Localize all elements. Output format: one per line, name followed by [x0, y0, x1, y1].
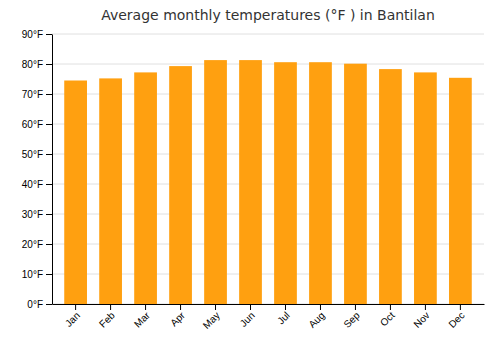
y-tick-label: 50°F: [22, 149, 43, 160]
y-tick: 50°F: [22, 149, 52, 160]
y-tick-label: 70°F: [22, 89, 43, 100]
bar: [449, 78, 472, 304]
x-tick: Sep: [341, 304, 362, 330]
y-tick-mark: [46, 94, 52, 95]
y-tick-label: 20°F: [22, 239, 43, 250]
y-tick-mark: [46, 124, 52, 125]
x-tick: May: [201, 304, 222, 331]
x-tick-mark: [320, 304, 321, 310]
x-axis-line: [53, 304, 485, 305]
y-tick-label: 30°F: [22, 209, 43, 220]
x-tick-label: Nov: [411, 310, 431, 330]
chart-svg: Jan Feb Mar Apr May Jun Jul Aug Sep Oct Nov Dec 0°F 1…: [0, 0, 500, 350]
x-tick-mark: [285, 304, 286, 310]
y-tick: 90°F: [22, 29, 52, 40]
x-tick-mark: [145, 304, 146, 310]
y-tick-label: 0°F: [27, 299, 43, 310]
y-tick: 70°F: [22, 89, 52, 100]
x-tick: Jun: [238, 304, 257, 329]
x-tick-label: Dec: [446, 310, 466, 330]
bar: [99, 78, 122, 304]
x-tick: Oct: [378, 304, 397, 328]
x-tick-mark: [390, 304, 391, 310]
y-tick-mark: [46, 214, 52, 215]
x-tick-label: Oct: [378, 310, 397, 329]
y-tick-mark: [46, 184, 52, 185]
x-tick: Apr: [168, 304, 187, 328]
bar: [274, 62, 297, 304]
y-tick-label: 40°F: [22, 179, 43, 190]
bar: [309, 62, 332, 304]
y-tick: 60°F: [22, 119, 52, 130]
y-tick: 30°F: [22, 209, 52, 220]
bar: [239, 60, 262, 304]
x-tick: Jan: [63, 304, 82, 329]
x-tick: Aug: [306, 304, 326, 330]
bar: [134, 72, 157, 304]
x-tick-mark: [460, 304, 461, 310]
y-tick-mark: [46, 154, 52, 155]
y-tick-label: 80°F: [22, 59, 43, 70]
grid: [52, 34, 484, 304]
x-tick-label: Aug: [306, 310, 326, 330]
x-tick-mark: [215, 304, 216, 310]
x-tick-mark: [75, 304, 76, 310]
bar: [169, 66, 192, 304]
x-tick: Nov: [411, 304, 431, 330]
y-tick-label: 10°F: [22, 269, 43, 280]
y-tick: 80°F: [22, 59, 52, 70]
y-axis: 0°F 10°F 20°F 30°F 40°F 50°F 60°F 70°F 80°F 90°F: [22, 29, 53, 310]
y-axis-line: [52, 35, 53, 305]
bar: [344, 64, 367, 304]
y-tick-mark: [46, 244, 52, 245]
y-tick: 20°F: [22, 239, 52, 250]
grid-line: [52, 34, 484, 35]
chart-container: Jan Feb Mar Apr May Jun Jul Aug Sep Oct Nov Dec 0°F 1…: [0, 0, 500, 350]
x-tick: Jul: [275, 304, 292, 326]
y-tick-mark: [46, 304, 52, 305]
x-tick-mark: [180, 304, 181, 310]
x-tick-label: Apr: [168, 309, 187, 328]
x-tick-mark: [425, 304, 426, 310]
x-tick-label: Jun: [238, 310, 257, 329]
bar: [414, 72, 437, 304]
x-tick-label: May: [201, 310, 222, 331]
y-tick-label: 60°F: [22, 119, 43, 130]
x-tick: Dec: [446, 304, 466, 330]
y-tick: 40°F: [22, 179, 52, 190]
x-tick-mark: [110, 304, 111, 310]
y-tick: 0°F: [27, 299, 52, 310]
plot-area: Jan Feb Mar Apr May Jun Jul Aug Sep Oct Nov Dec 0°F 1…: [22, 29, 485, 331]
grid-line: [52, 64, 484, 65]
x-tick: Mar: [132, 304, 152, 330]
y-tick: 10°F: [22, 269, 52, 280]
x-tick-label: Feb: [97, 309, 117, 329]
x-tick-mark: [250, 304, 251, 310]
bar: [64, 81, 87, 305]
bars: [64, 60, 472, 304]
bar: [379, 69, 402, 304]
y-tick-mark: [46, 274, 52, 275]
x-tick-label: Jan: [63, 310, 82, 329]
y-tick-mark: [46, 64, 52, 65]
x-tick-label: Sep: [341, 309, 362, 330]
y-tick-mark: [46, 34, 52, 35]
title: Average monthly temperatures (°F ) in Ba…: [101, 7, 435, 23]
x-tick-label: Mar: [132, 309, 152, 329]
x-tick-label: Jul: [275, 310, 292, 327]
x-tick-mark: [355, 304, 356, 310]
y-tick-label: 90°F: [22, 29, 43, 40]
x-axis: Jan Feb Mar Apr May Jun Jul Aug Sep Oct Nov Dec: [53, 304, 485, 331]
x-tick: Feb: [97, 304, 117, 330]
bar: [204, 60, 227, 304]
